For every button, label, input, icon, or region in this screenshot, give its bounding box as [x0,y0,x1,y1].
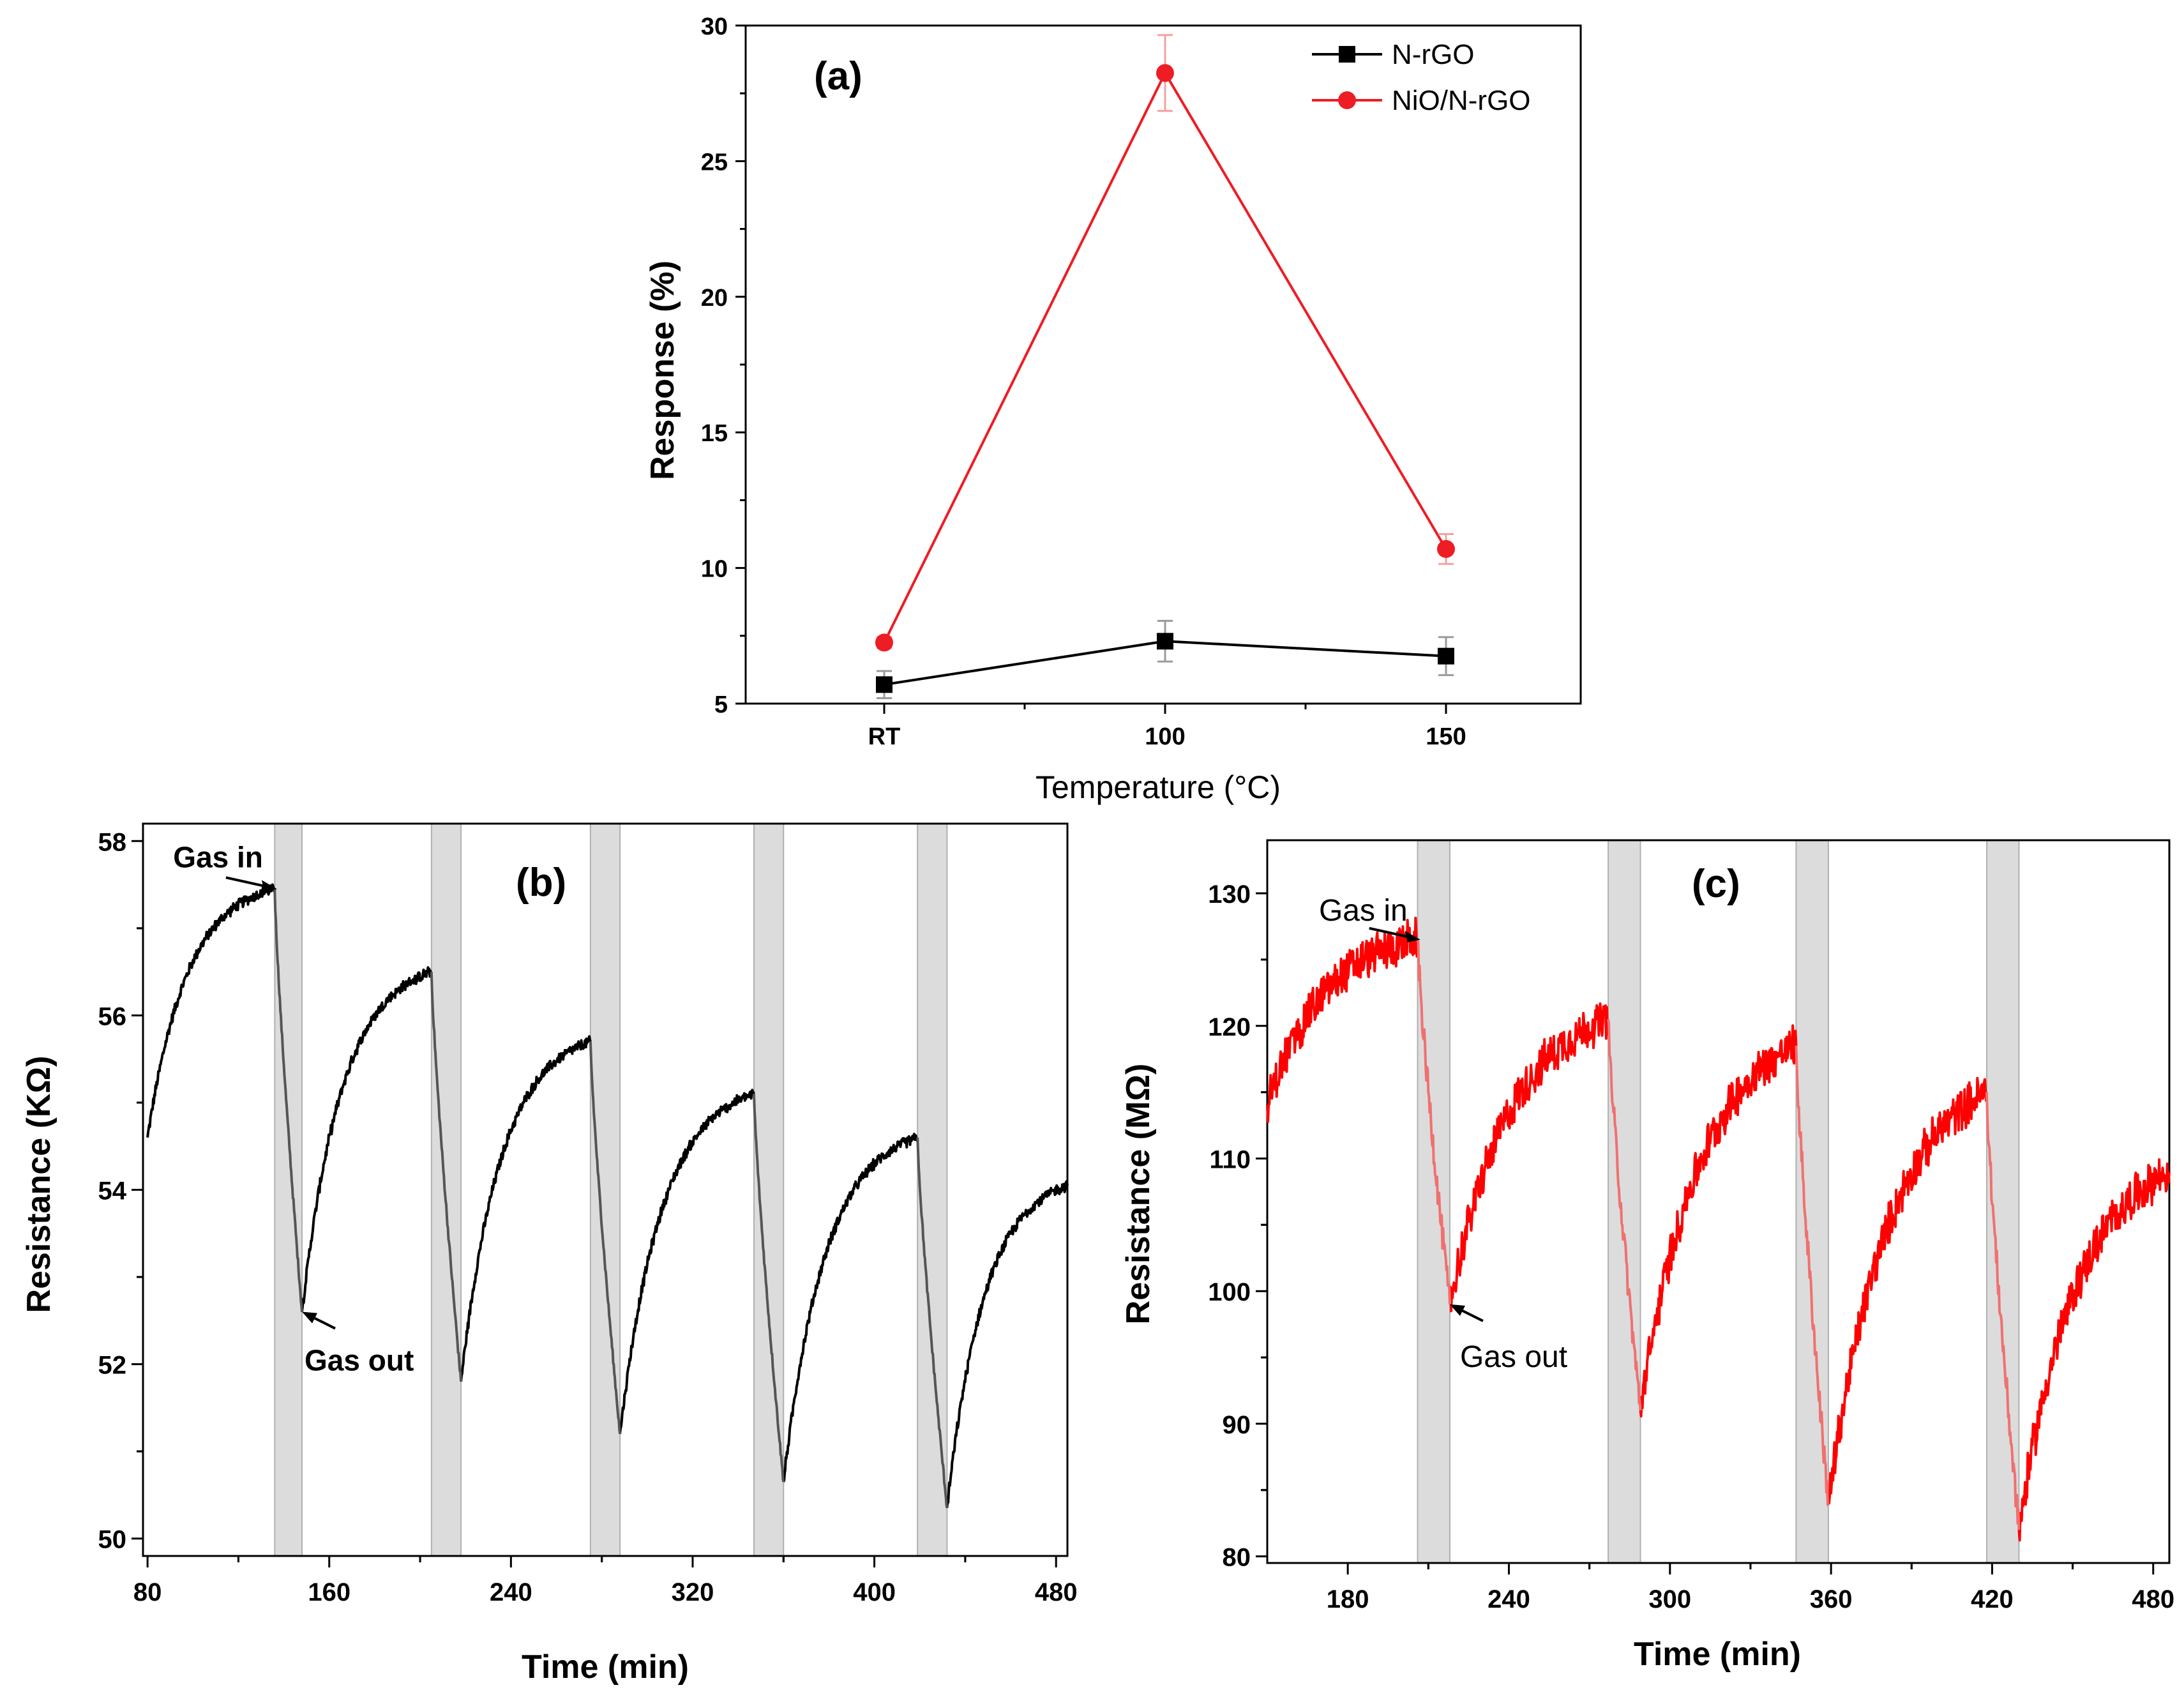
panel-c-recovery-trace [1828,1076,1988,1505]
data-point-nio-n-rgo [1437,540,1455,558]
panel-c-y-tick-label: 120 [1208,1013,1251,1041]
panel-b-y-tick-label: 52 [98,1352,127,1380]
panel-c-x-tick-label: 480 [2132,1585,2174,1613]
panel-c-gas-out-label: Gas out [1460,1340,1567,1374]
panel-b-response-trace [430,972,463,1382]
panel-b-x-tick-label: 80 [133,1578,162,1606]
panel-b-x-axis-title: Time (min) [522,1649,689,1686]
panel-b-x-tick-label: 480 [1035,1578,1078,1606]
gas-exposure-window [917,823,948,1557]
panel-c-x-tick-label: 180 [1327,1585,1369,1613]
panel-c-gas-in-label: Gas in [1319,894,1408,928]
panel-b-recovery-trace [782,1133,919,1483]
data-point-nio-n-rgo [1156,64,1174,82]
data-point-nio-n-rgo [875,633,893,652]
panel-b-y-tick-label: 58 [98,828,127,856]
panel-b-x-tick-label: 240 [490,1578,532,1606]
panel-b-x-tick-label: 320 [672,1578,714,1606]
panel-c-y-tick-label: 100 [1208,1278,1251,1306]
panel-a-response-chart: (a) Temperature (°C) Response (%) N-rGO … [644,13,1582,805]
panel-a-x-tick-label: 100 [1145,723,1185,750]
panel-a-legend: N-rGO NiO/N-rGO [1312,39,1531,116]
panel-b-y-axis-title: Resistance (KΩ) [20,1056,57,1313]
panel-b-gas-out-arrow-head [302,1311,318,1324]
panel-b-label: (b) [516,861,566,905]
panel-c-recovery-trace [1266,916,1419,1123]
panel-a-x-axis-title: Temperature (°C) [1036,769,1281,805]
panel-c-recovery-trace [1449,1002,1610,1313]
gas-exposure-window [430,823,462,1557]
panel-b-recovery-trace [460,1035,592,1382]
panel-b-y-tick-label: 56 [98,1002,127,1030]
panel-b-x-tick-label: 400 [853,1578,896,1606]
panel-a-label: (a) [814,54,862,98]
panel-c-x-tick-label: 240 [1487,1585,1530,1613]
data-point-n-rgo [1157,633,1173,650]
panel-c-response-trace [1416,939,1451,1305]
panel-c-recovery-trace [1639,1024,1798,1417]
panel-c-y-axis-title: Resistance (MΩ) [1120,1064,1157,1325]
panel-a-y-tick-label: 10 [701,556,728,583]
panel-c-response-trace [1795,1045,1830,1506]
panel-c-y-tick-label: 80 [1223,1544,1251,1572]
panel-b-gas-in-arrow-head [261,880,277,892]
panel-a-y-axis-title: Response (%) [644,260,681,480]
gas-exposure-window [1417,840,1450,1564]
panel-c-y-tick-label: 90 [1223,1411,1251,1439]
panel-b-gas-out-label: Gas out [305,1344,414,1377]
gas-exposure-window [589,823,621,1557]
panel-b-x-tick-label: 160 [308,1578,350,1606]
panel-b-response-trace [753,1094,785,1483]
panel-a-x-tick-label: 150 [1426,723,1466,750]
legend-marker-n-rgo [1339,46,1355,63]
panel-b-recovery-trace [619,1089,755,1435]
panel-a-y-tick-label: 25 [701,149,728,176]
panel-b-resistance-chart: (b) Time (min) Resistance (KΩ) 80 160 240 3… [20,822,1078,1686]
panel-c-resistance-chart: (c) Time (min) Resistance (MΩ) 180 240 300… [1120,839,2174,1673]
gas-exposure-window [1608,840,1641,1564]
panel-b-recovery-trace [301,966,433,1312]
panel-b-response-trace [589,1041,622,1435]
panel-c-response-trace [1607,1019,1642,1411]
panel-b-gas-in-label: Gas in [173,840,263,873]
data-point-n-rgo [876,676,892,693]
panel-b-response-trace [273,889,303,1312]
panel-c-y-tick-label: 130 [1208,880,1251,909]
gas-exposure-window [274,823,303,1557]
legend-label-n-rgo: N-rGO [1392,39,1475,70]
panel-a-y-tick-label: 15 [701,420,728,447]
panel-a-frame [744,24,1582,705]
panel-b-response-trace [916,1137,949,1509]
panel-c-label: (c) [1692,862,1740,906]
panel-c-gas-in-arrow-head [1405,930,1420,942]
panel-a-x-tick-label: RT [868,723,901,750]
panel-b-recovery-trace [146,883,276,1138]
panel-a-y-tick-label: 30 [701,13,728,40]
panel-a-y-tick-label: 20 [701,285,728,312]
panel-a-y-tick-label: 5 [714,691,728,718]
panel-c-gas-out-arrow-head [1449,1304,1465,1316]
panel-b-y-tick-label: 54 [98,1177,127,1205]
panel-c-frame [1266,839,2171,1564]
panel-b-y-tick-label: 50 [98,1526,127,1554]
panel-c-recovery-trace [2017,1158,2171,1542]
data-point-n-rgo [1438,647,1454,665]
panel-c-x-axis-title: Time (min) [1634,1636,1801,1673]
panel-c-x-tick-label: 300 [1648,1585,1691,1613]
series-line-nio-n-rgo [883,70,1447,644]
panel-c-y-tick-label: 110 [1209,1145,1251,1174]
panel-c-x-tick-label: 420 [1971,1585,2014,1613]
panel-c-response-trace [1985,1092,2021,1530]
panel-b-recovery-trace [945,1180,1069,1509]
legend-marker-nio-n-rgo [1338,91,1356,109]
panel-c-x-tick-label: 360 [1810,1585,1853,1613]
legend-label-nio-n-rgo: NiO/N-rGO [1392,85,1531,116]
